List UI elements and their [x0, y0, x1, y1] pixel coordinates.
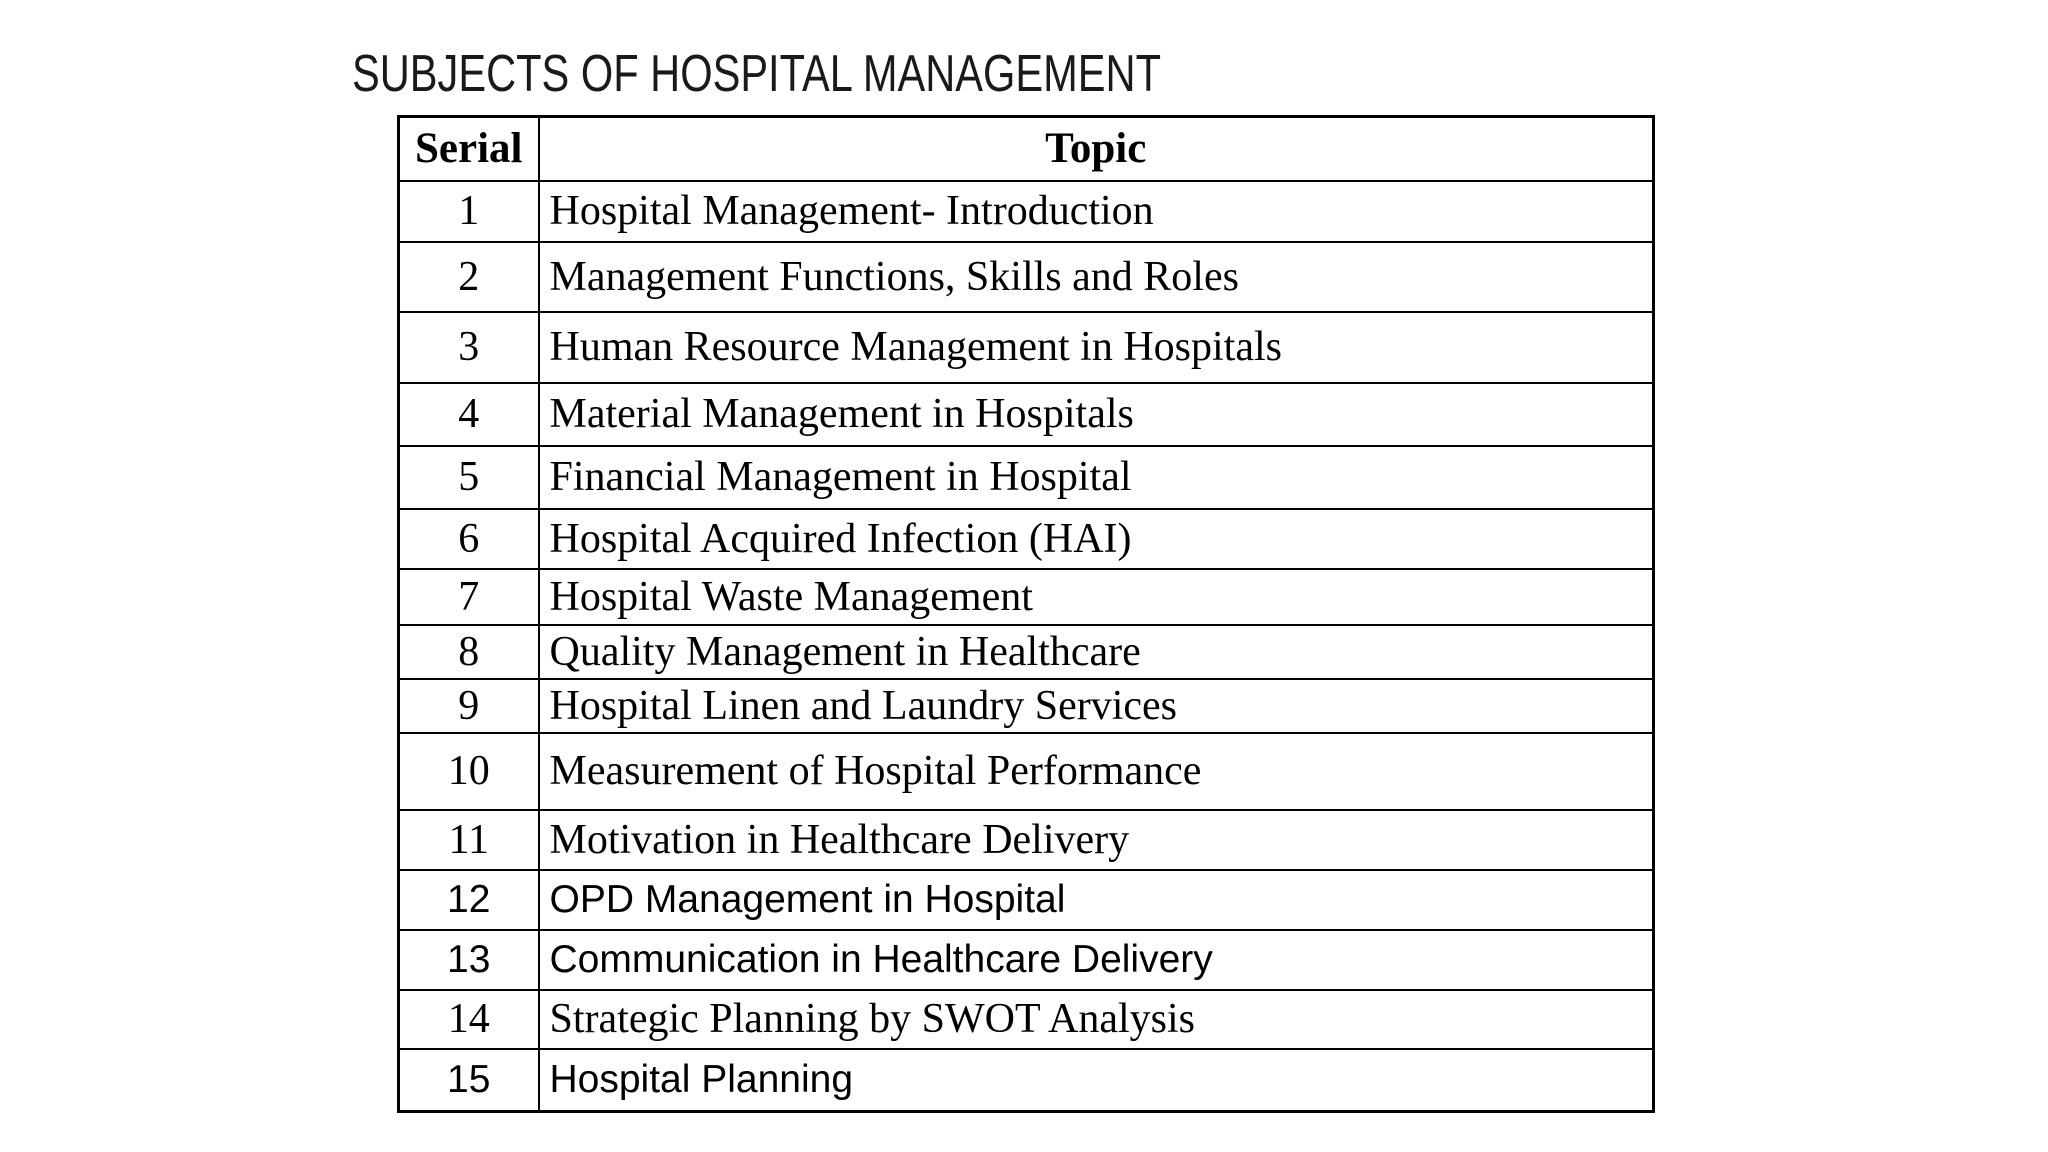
topic-cell: Hospital Linen and Laundry Services — [537, 677, 1655, 734]
table-row: 7 Hospital Waste Management — [397, 567, 1655, 626]
table-row: 12 OPD Management in Hospital — [397, 868, 1655, 931]
column-header-topic: Topic — [537, 115, 1655, 182]
serial-cell: 6 — [397, 507, 540, 570]
serial-cell: 12 — [397, 868, 540, 931]
table-row: 14 Strategic Planning by SWOT Analysis — [397, 988, 1655, 1050]
serial-cell: 4 — [397, 381, 540, 447]
table-row: 6 Hospital Acquired Infection (HAI) — [397, 507, 1655, 570]
table-row: 9 Hospital Linen and Laundry Services — [397, 677, 1655, 734]
table-body: 1 Hospital Management- Introduction 2 Manag… — [397, 179, 1655, 1113]
table-row: 1 Hospital Management- Introduction — [397, 179, 1655, 243]
serial-cell: 13 — [397, 928, 540, 991]
table-row: 2 Management Functions, Skills and Roles — [397, 240, 1655, 313]
header-row: Serial Topic — [397, 115, 1655, 182]
serial-cell: 15 — [397, 1047, 540, 1113]
topic-cell: Material Management in Hospitals — [537, 381, 1655, 447]
table-row: 5 Financial Management in Hospital — [397, 444, 1655, 510]
table-row: 8 Quality Management in Healthcare — [397, 623, 1655, 680]
table-row: 10 Measurement of Hospital Performance — [397, 731, 1655, 811]
topic-cell: Strategic Planning by SWOT Analysis — [537, 988, 1655, 1050]
serial-cell: 1 — [397, 179, 540, 243]
topic-cell: Financial Management in Hospital — [537, 444, 1655, 510]
topic-cell: Communication in Healthcare Delivery — [537, 928, 1655, 991]
serial-cell: 10 — [397, 731, 540, 811]
topic-cell: Hospital Waste Management — [537, 567, 1655, 626]
column-header-serial: Serial — [397, 115, 540, 182]
serial-cell: 14 — [397, 988, 540, 1050]
topic-cell: Quality Management in Healthcare — [537, 623, 1655, 680]
topic-cell: Measurement of Hospital Performance — [537, 731, 1655, 811]
serial-cell: 7 — [397, 567, 540, 626]
serial-cell: 3 — [397, 310, 540, 384]
table-row: 15 Hospital Planning — [397, 1047, 1655, 1113]
topic-cell: OPD Management in Hospital — [537, 868, 1655, 931]
serial-cell: 11 — [397, 808, 540, 871]
subjects-table: Serial Topic 1 Hospital Management- Intro… — [397, 115, 1655, 1113]
serial-cell: 8 — [397, 623, 540, 680]
serial-cell: 9 — [397, 677, 540, 734]
serial-cell: 2 — [397, 240, 540, 313]
table-row: 11 Motivation in Healthcare Delivery — [397, 808, 1655, 871]
topic-cell: Hospital Management- Introduction — [537, 179, 1655, 243]
table-header: Serial Topic — [397, 115, 1655, 182]
table-row: 3 Human Resource Management in Hospitals — [397, 310, 1655, 384]
table-row: 13 Communication in Healthcare Delivery — [397, 928, 1655, 991]
topic-cell: Hospital Planning — [537, 1047, 1655, 1113]
table-row: 4 Material Management in Hospitals — [397, 381, 1655, 447]
topic-cell: Hospital Acquired Infection (HAI) — [537, 507, 1655, 570]
page-title: SUBJECTS OF HOSPITAL MANAGEMENT — [352, 45, 1161, 103]
topic-cell: Human Resource Management in Hospitals — [537, 310, 1655, 384]
topic-cell: Motivation in Healthcare Delivery — [537, 808, 1655, 871]
serial-cell: 5 — [397, 444, 540, 510]
topic-cell: Management Functions, Skills and Roles — [537, 240, 1655, 313]
